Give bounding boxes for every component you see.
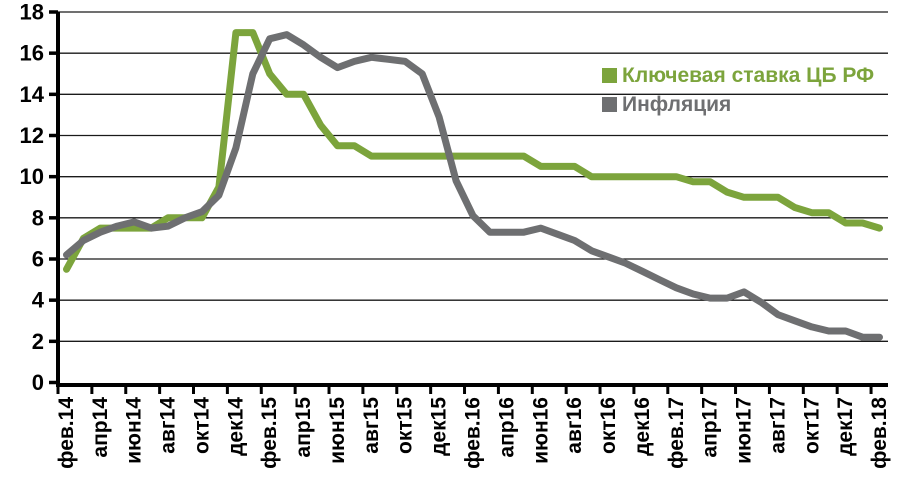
legend: Ключевая ставка ЦБ РФ Инфляция (602, 64, 874, 115)
y-axis-label: 4 (32, 288, 45, 313)
x-axis-label: фев.18 (868, 397, 891, 469)
x-axis-label: июн14 (123, 397, 146, 464)
y-axis-label: 12 (20, 123, 44, 148)
y-axis-label: 18 (20, 0, 44, 25)
key-rate-swatch-icon (602, 67, 617, 83)
x-axis-label: авг16 (563, 397, 586, 454)
x-axis-label: фев.14 (55, 397, 78, 469)
y-axis-label: 10 (20, 164, 44, 189)
x-axis-label: авг15 (360, 397, 383, 454)
x-axis-label: фев.15 (258, 397, 281, 469)
key-rate-line (63, 29, 883, 273)
key-rate-legend-label: Ключевая ставка ЦБ РФ (622, 63, 875, 87)
inflation-swatch-icon (602, 96, 617, 112)
y-axis-label: 0 (32, 370, 44, 395)
x-axis-label: дек14 (224, 397, 247, 456)
x-axis-label: окт17 (800, 397, 823, 454)
legend-item-inflation: Инфляция (602, 93, 874, 115)
y-axis-label: 8 (32, 205, 44, 230)
x-axis-label: окт14 (190, 397, 213, 454)
x-axis-label: окт16 (597, 397, 620, 454)
x-axis-label: апр16 (495, 397, 518, 458)
x-axis-label: июн15 (326, 397, 349, 464)
x-axis-label: апр15 (292, 397, 315, 458)
x-axis-label: дек17 (834, 397, 857, 456)
x-axis-label: авг17 (766, 397, 789, 454)
inflation-line (63, 31, 883, 341)
x-axis-label: фев.16 (462, 397, 485, 469)
y-axis-label: 16 (20, 41, 44, 66)
y-axis-label: 14 (20, 82, 45, 107)
x-axis-label: дек16 (631, 397, 654, 456)
legend-item-key-rate: Ключевая ставка ЦБ РФ (602, 64, 874, 86)
x-axis-label: фев.17 (665, 397, 688, 469)
y-axis-label: 6 (32, 247, 44, 272)
x-axis-label: дек15 (428, 397, 451, 456)
x-axis-label: июн17 (733, 397, 756, 464)
inflation-legend-label: Инфляция (622, 92, 732, 116)
x-axis-label: окт15 (394, 397, 417, 454)
x-axis-label: апр17 (699, 397, 722, 458)
x-axis-label: авг14 (157, 397, 180, 454)
x-axis-label: июн16 (529, 397, 552, 464)
y-axis-label: 2 (32, 329, 44, 354)
x-axis-label: апр14 (89, 397, 112, 458)
